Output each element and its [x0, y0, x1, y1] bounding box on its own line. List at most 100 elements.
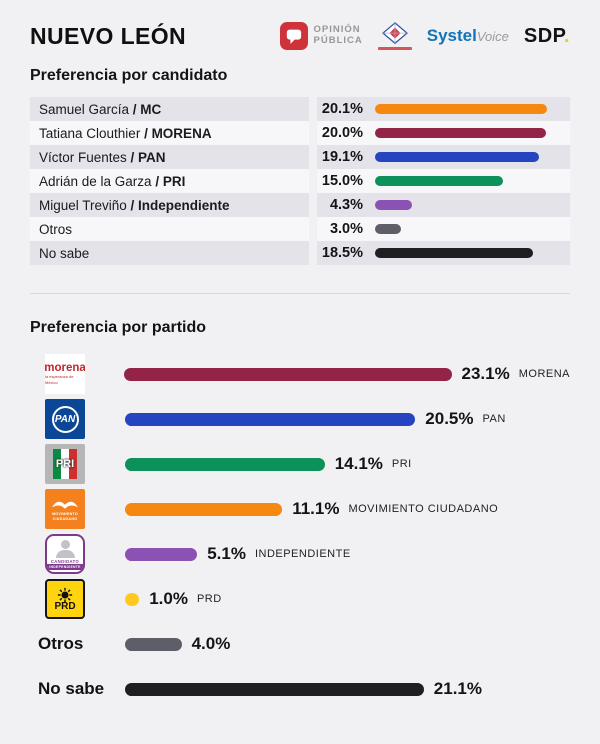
- systel-voice-logo: SystelVoice: [426, 26, 509, 45]
- row-gap: [309, 169, 317, 193]
- candidate-row: Tatiana Clouthier / MORENA 20.0%: [30, 121, 570, 145]
- party-percentage: 11.1%: [292, 499, 340, 518]
- candidate-bar: [375, 248, 534, 258]
- party-leading: morena la esperanza de México: [30, 354, 124, 394]
- candidate-label: Víctor Fuentes / PAN: [30, 145, 309, 169]
- party-bar: [125, 682, 424, 696]
- party-bar: [125, 412, 416, 426]
- party-leading: PAN: [30, 399, 125, 439]
- opinion-publica-logo: OPINIÓN PÚBLICA: [279, 22, 363, 50]
- header-logos: OPINIÓN PÚBLICA SystelVoice SDP.: [279, 22, 570, 50]
- party-bar: [125, 547, 198, 561]
- party-leading: PRD: [30, 579, 125, 619]
- party-name-label: MORENA: [518, 368, 570, 380]
- party-leading-label: No sabe: [38, 679, 105, 698]
- sdp-logo: SDP.: [523, 24, 570, 47]
- party-bar: [125, 637, 182, 651]
- party-percentage: 21.1%: [433, 679, 482, 698]
- party-name-label: INDEPENDIENTE: [254, 548, 351, 560]
- party-row: PRD 1.0% PRD: [30, 579, 570, 619]
- header: NUEVO LEÓN OPINIÓN PÚBLICA: [30, 22, 570, 50]
- candidate-value-cell: 3.0%: [317, 217, 570, 241]
- party-percentage: 23.1%: [461, 364, 510, 383]
- party-percentage: 4.0%: [191, 634, 231, 653]
- party-percentage: 20.5%: [425, 409, 474, 428]
- sdp-yellow-dot: .: [563, 24, 570, 47]
- party-leading: Otros: [30, 634, 125, 654]
- candidate-row: No sabe 18.5%: [30, 241, 570, 265]
- party-name-label: PAN: [482, 413, 506, 425]
- party-leading: CANDIDATO INDEPENDIENTE: [30, 534, 125, 574]
- candidate-bar: [375, 200, 412, 210]
- party-row: PRI 14.1% PRI: [30, 444, 570, 484]
- candidate-label: Adrián de la Garza / PRI: [30, 169, 309, 193]
- candidate-value-cell: 20.1%: [317, 97, 570, 121]
- row-gap: [309, 145, 317, 169]
- party-leading-label: Otros: [38, 634, 84, 653]
- candidate-label: No sabe: [30, 241, 309, 265]
- party-leading: MOVIMIENTO CIUDADANO: [30, 489, 125, 529]
- poll-infographic: NUEVO LEÓN OPINIÓN PÚBLICA: [30, 22, 570, 709]
- party-row: CANDIDATO INDEPENDIENTE 5.1% INDEPENDIENTE: [30, 534, 570, 574]
- movimiento-ciudadano-logo: MOVIMIENTO CIUDADANO: [45, 489, 85, 529]
- candidate-percentage: 18.5%: [321, 245, 363, 261]
- candidate-bar: [375, 176, 504, 186]
- candidate-label: Samuel García / MC: [30, 97, 309, 121]
- opinion-publica-wordmark: OPINIÓN PÚBLICA: [313, 24, 363, 46]
- party-row: Otros 4.0%: [30, 624, 570, 664]
- candidate-label: Miguel Treviño / Independiente: [30, 193, 309, 217]
- candidate-row: Víctor Fuentes / PAN 19.1%: [30, 145, 570, 169]
- speech-bubble-icon: [279, 22, 308, 50]
- candidate-bar: [375, 152, 539, 162]
- party-percentage: 5.1%: [207, 544, 246, 563]
- party-percentage: 1.0%: [149, 589, 188, 608]
- party-name-label: PRI: [391, 458, 412, 470]
- candidate-row: Adrián de la Garza / PRI 15.0%: [30, 169, 570, 193]
- candidate-value-cell: 15.0%: [317, 169, 570, 193]
- party-percentage: 14.1%: [334, 454, 383, 473]
- page-title: NUEVO LEÓN: [30, 22, 187, 49]
- candidate-percentage: 20.0%: [321, 125, 363, 141]
- candidate-table: Samuel García / MC 20.1% Tatiana Clouthier…: [30, 97, 570, 265]
- party-row: No sabe 21.1%: [30, 669, 570, 709]
- row-gap: [309, 193, 317, 217]
- diamond-icon: [381, 22, 408, 45]
- candidate-label: Tatiana Clouthier / MORENA: [30, 121, 309, 145]
- candidate-label: Otros: [30, 217, 309, 241]
- party-name-label: MOVIMIENTO CIUDADANO: [348, 503, 499, 515]
- party-section-heading: Preferencia por partido: [30, 319, 207, 336]
- pri-logo: PRI: [45, 444, 85, 484]
- candidate-bar: [375, 224, 401, 234]
- candidate-value-cell: 19.1%: [317, 145, 570, 169]
- party-bar: [125, 457, 325, 471]
- party-bar: [125, 502, 283, 516]
- candidate-section-heading: Preferencia por candidato: [30, 67, 228, 84]
- party-row: PAN 20.5% PAN: [30, 399, 570, 439]
- row-gap: [309, 97, 317, 121]
- row-gap: [309, 241, 317, 265]
- section-divider: [30, 293, 570, 294]
- candidate-percentage: 4.3%: [329, 197, 363, 213]
- row-gap: [309, 121, 317, 145]
- candidate-percentage: 3.0%: [329, 221, 363, 237]
- party-row: MOVIMIENTO CIUDADANO 11.1% MOVIMIENTO CIUDA…: [30, 489, 570, 529]
- candidato-independiente-logo: CANDIDATO INDEPENDIENTE: [45, 534, 85, 574]
- party-leading: PRI: [30, 444, 125, 484]
- electoral-diamond-logo: [377, 22, 412, 50]
- row-gap: [309, 217, 317, 241]
- party-bar: [125, 592, 140, 606]
- candidate-percentage: 20.1%: [321, 101, 363, 117]
- party-list: morena la esperanza de México 23.1% MORENA …: [30, 354, 570, 709]
- party-row: morena la esperanza de México 23.1% MORENA: [30, 354, 570, 394]
- party-name-label: PRD: [196, 593, 222, 605]
- candidate-bar: [375, 128, 547, 138]
- candidate-percentage: 15.0%: [321, 173, 363, 189]
- candidate-row: Miguel Treviño / Independiente 4.3%: [30, 193, 570, 217]
- candidate-row: Samuel García / MC 20.1%: [30, 97, 570, 121]
- party-leading: No sabe: [30, 679, 125, 699]
- candidate-value-cell: 20.0%: [317, 121, 570, 145]
- candidate-row: Otros 3.0%: [30, 217, 570, 241]
- candidate-bar: [375, 104, 548, 114]
- pan-logo: PAN: [45, 399, 85, 439]
- diamond-logo-caption-line: [377, 47, 412, 50]
